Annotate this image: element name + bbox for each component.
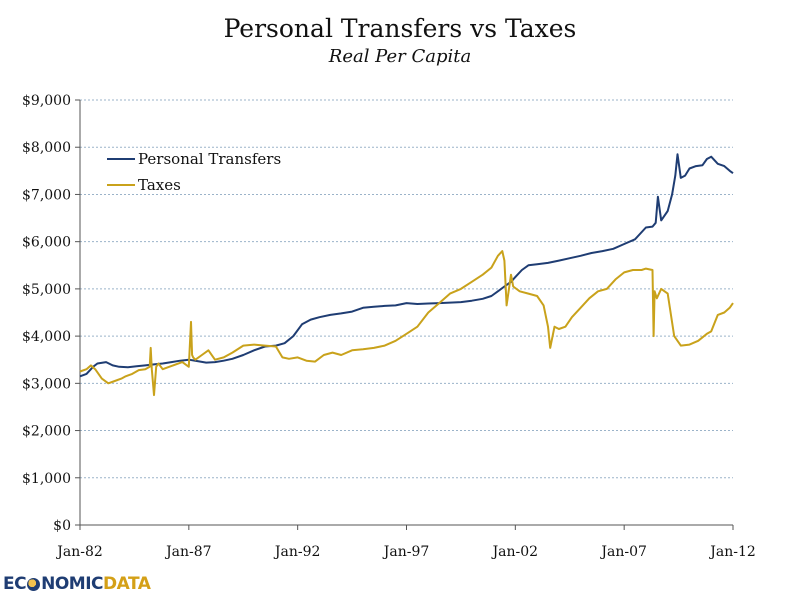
x-tick-label: Jan-12	[708, 544, 756, 560]
legend: Personal Transfers Taxes	[107, 150, 281, 194]
logo-part1: EC	[3, 574, 27, 594]
economicdata-logo: EC NOMIC DATA	[3, 574, 151, 594]
x-tick-label: Jan-02	[491, 544, 539, 560]
series-line-personal-transfers	[79, 153, 734, 378]
legend-label: Taxes	[138, 176, 181, 194]
x-tick-label: Jan-97	[382, 544, 430, 560]
globe-icon	[27, 577, 41, 591]
y-tick-label: $7,000	[22, 187, 71, 203]
gridlines	[80, 99, 733, 479]
y-tick-label: $2,000	[22, 424, 71, 440]
logo-part3: DATA	[103, 574, 151, 594]
series-line-taxes	[79, 250, 734, 397]
legend-label: Personal Transfers	[138, 150, 281, 168]
y-tick-label: $8,000	[22, 140, 71, 156]
y-tick-label: $3,000	[22, 376, 71, 392]
x-axis-ticks: Jan-82 Jan-87 Jan-92 Jan-97 Jan-02 Jan-07 Jan-…	[55, 525, 756, 560]
y-tick-label: $1,000	[22, 471, 71, 487]
y-tick-label: $4,000	[22, 329, 71, 345]
x-tick-label: Jan-07	[599, 544, 647, 560]
y-tick-label: $0	[53, 518, 71, 534]
y-tick-label: $5,000	[22, 282, 71, 298]
x-tick-label: Jan-87	[164, 544, 212, 560]
x-tick-label: Jan-92	[273, 544, 321, 560]
x-tick-label: Jan-82	[55, 544, 103, 560]
y-tick-label: $9,000	[22, 93, 71, 109]
chart-title: Personal Transfers vs Taxes	[223, 14, 577, 43]
logo-part2: NOMIC	[41, 574, 103, 594]
series-lines	[79, 153, 734, 397]
y-tick-label: $6,000	[22, 235, 71, 251]
y-axis-ticks: $0 $1,000 $2,000 $3,000 $4,000 $5,000 $6,000 $7…	[22, 93, 80, 534]
chart-subtitle: Real Per Capita	[328, 46, 472, 67]
